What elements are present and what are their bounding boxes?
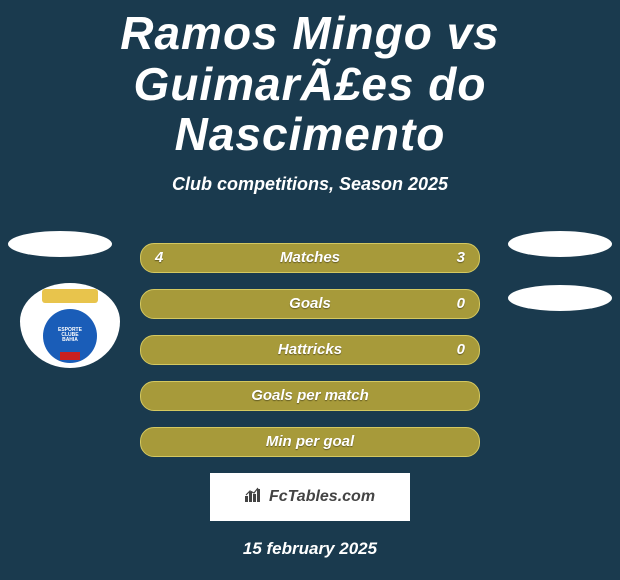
date-label: 15 february 2025 bbox=[0, 539, 620, 559]
club-logo-left: ESPORTE CLUBE BAHIA bbox=[20, 283, 120, 368]
placeholder-oval-right-1 bbox=[508, 231, 612, 257]
stat-row-hattricks: Hattricks 0 bbox=[140, 335, 480, 365]
brand-box[interactable]: FcTables.com bbox=[210, 473, 410, 521]
stat-row-matches: 4 Matches 3 bbox=[140, 243, 480, 273]
chart-icon bbox=[245, 486, 263, 507]
stat-row-gpm: Goals per match bbox=[140, 381, 480, 411]
placeholder-oval-left bbox=[8, 231, 112, 257]
brand-label: FcTables.com bbox=[269, 488, 375, 506]
stat-bars: 4 Matches 3 Goals 0 Hattricks 0 Goals pe… bbox=[140, 243, 480, 457]
stat-right-value: 0 bbox=[457, 295, 465, 312]
stat-label: Matches bbox=[280, 249, 340, 266]
subtitle: Club competitions, Season 2025 bbox=[0, 174, 620, 195]
stat-label: Min per goal bbox=[266, 433, 354, 450]
bahia-badge-icon: ESPORTE CLUBE BAHIA bbox=[20, 283, 120, 368]
comparison-content: ESPORTE CLUBE BAHIA 4 Matches 3 Goals 0 … bbox=[0, 243, 620, 559]
stat-right-value: 3 bbox=[457, 249, 465, 266]
stat-row-mpg: Min per goal bbox=[140, 427, 480, 457]
page-title: Ramos Mingo vs GuimarÃ£es do Nascimento bbox=[0, 0, 620, 160]
stat-label: Goals bbox=[289, 295, 331, 312]
stat-right-value: 0 bbox=[457, 341, 465, 358]
placeholder-oval-right-2 bbox=[508, 285, 612, 311]
stat-row-goals: Goals 0 bbox=[140, 289, 480, 319]
stat-left-value: 4 bbox=[155, 249, 163, 266]
stat-label: Goals per match bbox=[251, 387, 369, 404]
stat-label: Hattricks bbox=[278, 341, 342, 358]
